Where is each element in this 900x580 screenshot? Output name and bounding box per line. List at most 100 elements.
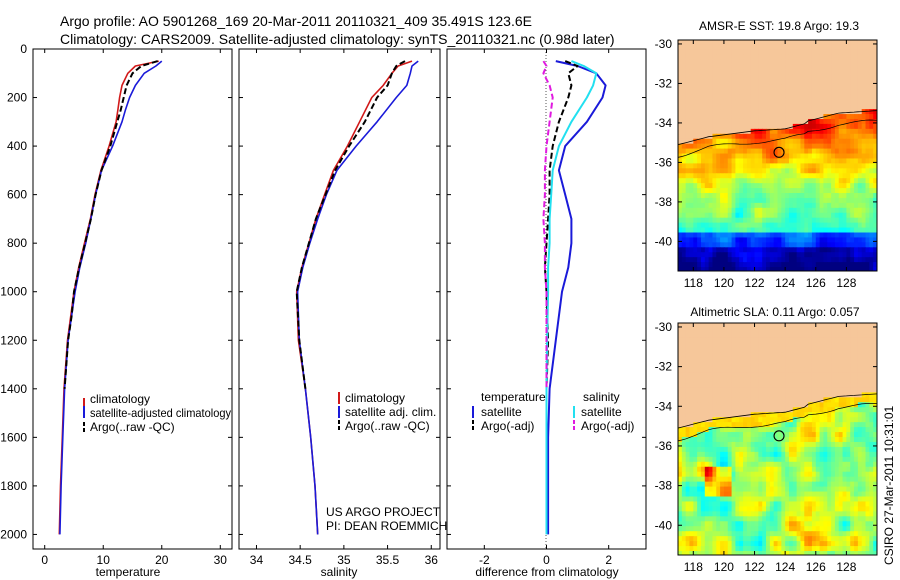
map-cell	[720, 104, 725, 110]
map-cell	[750, 207, 756, 214]
map-cell	[811, 267, 817, 271]
map-cell	[873, 437, 877, 443]
map-cell	[693, 247, 698, 253]
map-cell	[762, 99, 767, 105]
map-cell	[723, 262, 729, 268]
map-cell	[685, 74, 691, 81]
map-cell	[754, 168, 759, 174]
map-cell	[739, 183, 744, 189]
map-cell	[777, 49, 782, 56]
map-cell	[861, 84, 867, 90]
map-cell	[808, 267, 813, 271]
map-cell	[750, 446, 756, 453]
map-cell	[700, 446, 706, 453]
map-cell	[746, 44, 752, 51]
map-cell	[865, 69, 870, 76]
map-cell	[785, 481, 790, 488]
map-cell	[857, 173, 863, 179]
map-cell	[777, 133, 782, 140]
map-cell	[819, 402, 825, 408]
map-cell	[758, 357, 763, 364]
map-cell	[716, 342, 721, 349]
map-cell	[869, 188, 874, 194]
map-cell	[857, 456, 863, 463]
map-cell	[854, 342, 859, 349]
map-cell	[693, 138, 698, 145]
map-cell	[846, 212, 851, 219]
map-cell	[804, 84, 809, 90]
map-cell	[678, 466, 683, 473]
map-cell	[773, 466, 779, 473]
depth-tick-label: 1000	[0, 285, 27, 299]
map-cell	[681, 158, 687, 164]
map-cell	[808, 257, 813, 263]
map-cell	[739, 407, 744, 413]
map-cell	[792, 232, 798, 239]
map-cell	[804, 526, 809, 532]
map-cell	[727, 173, 733, 179]
map-cell	[869, 104, 874, 110]
map-cell	[681, 114, 687, 120]
map-cell	[758, 89, 763, 95]
credit-project: US ARGO PROJECT	[326, 505, 441, 519]
map-cell	[808, 94, 813, 100]
map-cell	[777, 222, 782, 229]
map-cell	[731, 332, 737, 339]
map-cell	[800, 59, 805, 66]
map-cell	[781, 437, 786, 443]
map-cell	[823, 407, 828, 413]
map-cell	[769, 352, 775, 359]
map-cell	[800, 327, 805, 334]
map-cell	[685, 44, 691, 51]
map-cell	[731, 138, 737, 145]
map-cell	[850, 496, 855, 503]
map-cell	[781, 237, 786, 243]
map-cell	[685, 332, 691, 339]
map-cell	[750, 84, 756, 90]
map-cell	[681, 183, 687, 189]
map-cell	[815, 153, 821, 160]
map-cell	[850, 526, 855, 532]
map-cell	[788, 451, 794, 458]
map-cell	[708, 207, 714, 214]
map-cell	[769, 367, 775, 374]
map-cell	[788, 387, 794, 393]
map-cell	[750, 437, 756, 443]
map-cell	[689, 59, 694, 66]
map-cell	[720, 232, 725, 239]
map-cell	[842, 397, 847, 403]
map-cell	[796, 501, 802, 508]
map-cell	[735, 377, 740, 384]
map-cell	[873, 412, 877, 418]
map-cell	[834, 407, 840, 413]
map-cell	[731, 402, 737, 408]
map-cell	[762, 461, 767, 468]
map-cell	[727, 123, 733, 130]
map-cell	[743, 437, 748, 443]
map-cell	[746, 232, 752, 239]
map-cell	[723, 357, 729, 364]
map-cell	[788, 526, 794, 532]
map-cell	[739, 94, 744, 100]
map-cell	[850, 104, 855, 110]
map-cell	[788, 332, 794, 339]
map-cell	[804, 94, 809, 100]
map-cell	[762, 451, 767, 458]
map-cell	[865, 427, 870, 433]
map-cell	[785, 212, 790, 219]
map-cell	[716, 64, 721, 71]
map-cell	[792, 183, 798, 189]
map-cell	[796, 128, 802, 135]
map-cell	[754, 138, 759, 145]
map-cell	[873, 118, 877, 125]
map-cell	[727, 323, 733, 329]
map-cell	[804, 247, 809, 253]
map-cell	[712, 481, 717, 488]
map-cell	[781, 362, 786, 369]
map-cell	[831, 183, 836, 189]
map-cell	[727, 377, 733, 384]
map-cell	[750, 337, 756, 344]
map-cell	[762, 212, 767, 219]
map-cell	[727, 267, 733, 271]
map-cell	[777, 168, 782, 174]
